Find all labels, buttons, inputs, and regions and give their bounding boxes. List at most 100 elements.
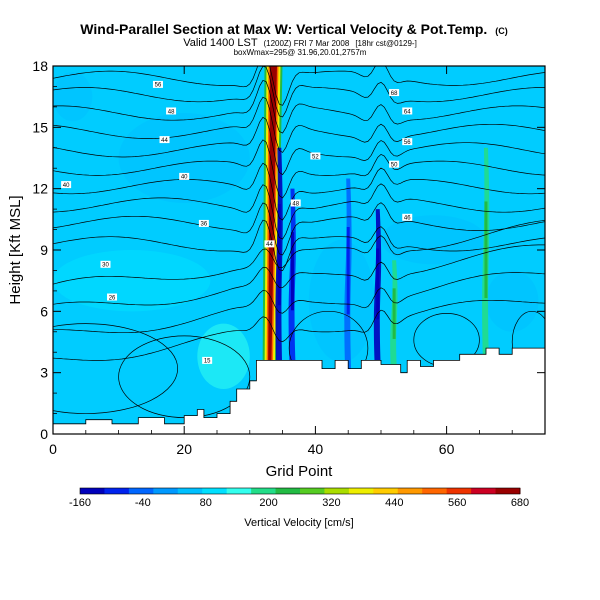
velocity-patch (53, 72, 93, 122)
theta-contour (53, 244, 545, 306)
contour-label-text: 64 (404, 109, 411, 115)
x-tick-label: 20 (176, 441, 192, 457)
contour-label-bg (107, 293, 118, 301)
velocity-core (392, 288, 396, 339)
contour-label: 52 (310, 152, 321, 160)
theta-contour (53, 272, 545, 334)
colorbar-tick-label: -160 (69, 497, 91, 509)
colorbar-swatch (300, 488, 325, 494)
colorbar-tick-label: 200 (259, 497, 277, 509)
colorbar-frame (79, 487, 521, 495)
colorbar-swatch (128, 488, 154, 494)
y-tick-label: 9 (40, 242, 48, 258)
contour-label: 30 (100, 260, 111, 269)
colorbar-tick-label: 560 (448, 497, 466, 509)
colorbar-ticks: -160 -40 80 200 320 440 560 680 (69, 497, 529, 509)
colorbar (79, 487, 521, 495)
colorbar-tick-label: 440 (385, 497, 403, 509)
contour-label-bg (100, 260, 111, 268)
contour-label: 64 (402, 107, 413, 115)
colorbar-swatch (446, 488, 472, 494)
y-tick-label: 15 (32, 119, 48, 135)
contour-label: 36 (198, 219, 209, 228)
theta-contour (53, 219, 545, 272)
colorbar-swatch (397, 488, 423, 494)
contour-label-text: 15 (204, 359, 211, 365)
velocity-patch (381, 215, 486, 265)
contour-label-text: 40 (181, 175, 188, 181)
terrain (53, 347, 545, 434)
contour-label: 26 (107, 293, 118, 301)
contour-label-text: 46 (404, 216, 411, 222)
x-tick-label: 40 (308, 441, 324, 457)
colorbar-swatch (153, 488, 179, 494)
colorbar-tick-label: 80 (200, 497, 212, 509)
colorbar-swatch (226, 488, 252, 494)
y-tick-label: 0 (40, 426, 48, 442)
colorbar-swatch (177, 488, 203, 494)
theta-contour (53, 202, 545, 256)
contour-label: 68 (389, 89, 400, 97)
contour-label: 40 (179, 172, 190, 181)
colorbar-swatch (373, 488, 399, 494)
contour-label-text: 26 (109, 295, 116, 301)
contour-label-bg (310, 152, 321, 160)
contour-label-bg (202, 356, 213, 364)
theta-contour (53, 116, 545, 176)
x-axis: 0 20 40 60 (49, 66, 513, 457)
theta-contours (53, 66, 545, 418)
contour-label-text: 36 (201, 222, 208, 228)
contour-label: 46 (402, 213, 413, 222)
y-tick-label: 3 (40, 365, 48, 381)
contour-label: 50 (389, 160, 400, 168)
contour-label: 15 (202, 356, 213, 365)
colorbar-swatch (471, 488, 497, 494)
theta-contour (53, 139, 545, 199)
contour-label-bg (61, 181, 72, 189)
colorbar-tick-label: 320 (322, 497, 340, 509)
contour-label-bg (198, 219, 209, 227)
contour-label: 56 (402, 138, 413, 146)
colorbar-swatch (495, 488, 521, 494)
contour-label-bg (389, 89, 400, 97)
velocity-patch (197, 323, 250, 390)
contour-label-text: 44 (266, 242, 273, 248)
colorbar-label: Vertical Velocity [cm/s] (244, 517, 353, 529)
y-tick-label: 18 (32, 58, 48, 74)
contour-label-bg (389, 160, 400, 168)
contour-label: 48 (290, 199, 301, 207)
velocity-core (346, 227, 350, 315)
colorbar-swatch (80, 488, 105, 494)
colorbar-swatch (422, 488, 448, 494)
contour-label-bg (290, 199, 301, 207)
theta-contour (53, 66, 545, 106)
x-axis-label: Grid Point (266, 463, 334, 480)
contour-label: 44 (264, 240, 275, 248)
contour-label: 56 (152, 80, 163, 89)
contour-label-text: 52 (312, 154, 319, 160)
contour-label-text: 44 (161, 138, 168, 144)
theta-contour (53, 183, 545, 240)
contour-label-text: 68 (391, 91, 398, 97)
colorbar-swatch (251, 488, 277, 494)
contour-label-text: 48 (292, 201, 299, 207)
theta-contour (53, 79, 545, 134)
contour-label-text: 48 (168, 109, 175, 115)
theta-contour (53, 96, 545, 153)
colorbar-swatch (202, 488, 228, 494)
theta-contour (53, 299, 545, 361)
velocity-core (290, 232, 294, 311)
colorbar-swatch (324, 488, 350, 494)
contour-label-text: 50 (391, 162, 398, 168)
theta-contour (53, 66, 545, 118)
contour-label: 44 (159, 136, 170, 144)
contour-label: 48 (166, 107, 177, 115)
theta-contour (53, 162, 545, 221)
contour-label-text: 56 (155, 83, 162, 89)
velocity-core (277, 204, 281, 306)
velocity-patch (53, 249, 211, 312)
theta-contour (53, 323, 178, 414)
colorbar-swatch (275, 488, 301, 494)
